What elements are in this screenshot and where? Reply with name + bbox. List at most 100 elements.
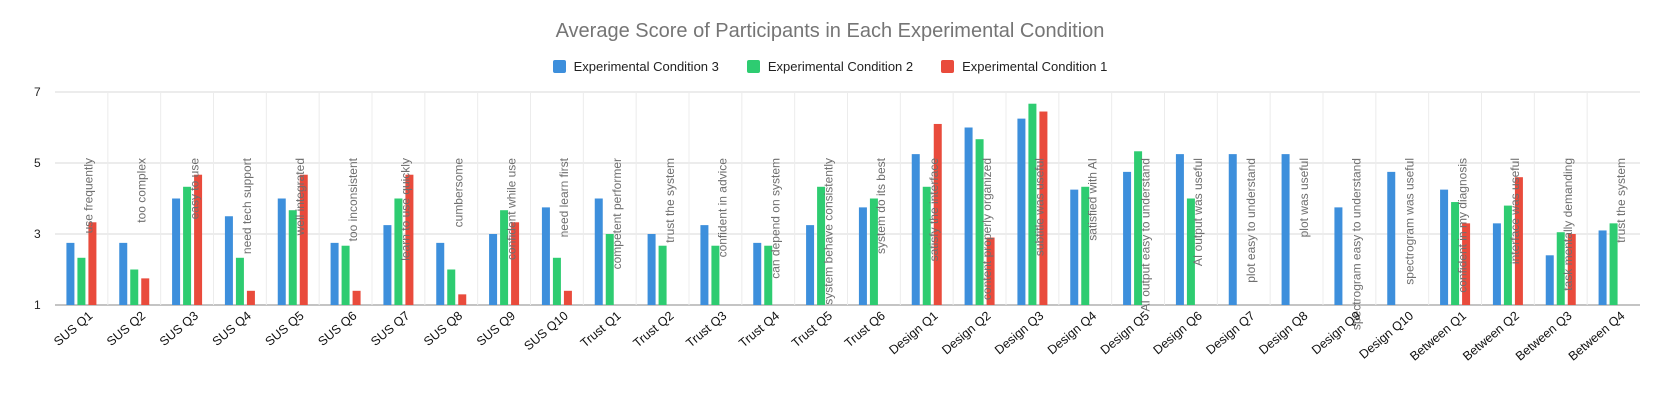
annotation-label: satisfy the interface — [927, 158, 941, 262]
bar — [1081, 186, 1090, 305]
bar — [235, 257, 244, 305]
bar — [869, 198, 878, 305]
annotation-label: cumbersome — [451, 158, 465, 228]
annotation-label: plot easy to understand — [1244, 158, 1258, 283]
bar — [700, 225, 709, 305]
x-tick-label: SUS Q1 — [51, 309, 95, 349]
annotation-label: confident while use — [504, 158, 518, 260]
bar — [1175, 154, 1184, 305]
bar — [1556, 232, 1565, 305]
bar — [1514, 177, 1523, 305]
annotation-label: system do its best — [874, 157, 888, 254]
legend-swatch — [746, 60, 760, 73]
annotation-label: subtitle was useful — [1033, 158, 1047, 256]
x-tick-label: Design Q5 — [1098, 309, 1152, 358]
chart-title: Average Score of Participants in Each Ex… — [555, 20, 1105, 42]
bar — [405, 174, 414, 305]
y-tick-label: 1 — [34, 298, 41, 312]
y-tick-label: 3 — [34, 227, 41, 241]
annotation-label: learn to use quickly — [399, 158, 413, 261]
bar — [1281, 154, 1290, 305]
bar — [277, 198, 286, 305]
x-tick-label: Design Q3 — [992, 309, 1046, 358]
x-tick-label: Design Q1 — [886, 309, 940, 358]
bar — [1598, 230, 1607, 305]
bar — [330, 242, 339, 305]
bar — [447, 269, 456, 305]
bar — [489, 234, 498, 305]
x-tick-label: SUS Q8 — [421, 309, 465, 349]
bar — [647, 234, 656, 305]
x-tick-label: Design Q6 — [1151, 309, 1205, 358]
annotation-label: task mentally demanding — [1561, 158, 1575, 291]
annotation-label: need tech support — [240, 157, 254, 254]
bar — [1028, 103, 1037, 305]
bar — [658, 245, 667, 305]
legend-swatch — [941, 60, 955, 73]
bar — [986, 237, 995, 305]
bar — [806, 225, 815, 305]
bar — [1334, 207, 1343, 305]
annotation-label: AI output easy to understand — [1138, 158, 1152, 311]
bar — [563, 290, 572, 305]
x-tick-label: Trust Q2 — [631, 309, 677, 351]
annotation-label: spectrogram was useful — [1402, 158, 1416, 285]
x-tick-label: Design Q4 — [1045, 309, 1099, 358]
annotation-label: content properly organized — [980, 158, 994, 300]
bar — [975, 139, 984, 305]
x-tick-label: Design Q8 — [1256, 309, 1310, 358]
x-tick-label: SUS Q5 — [263, 309, 307, 349]
bar — [711, 245, 720, 305]
bar — [141, 278, 150, 305]
bar — [911, 154, 920, 305]
bar — [436, 242, 445, 305]
bar — [1451, 202, 1460, 305]
y-tick-label: 5 — [34, 156, 41, 170]
bar — [1545, 255, 1554, 305]
x-tick-label: SUS Q3 — [157, 309, 201, 349]
bar — [288, 210, 297, 305]
bar — [552, 257, 561, 305]
bar — [1228, 154, 1237, 305]
legend-item[interactable]: Experimental Condition 2 — [746, 59, 913, 74]
x-tick-label: SUS Q10 — [521, 309, 570, 354]
x-tick-label: Between Q3 — [1513, 309, 1575, 364]
annotation-label: well integrated — [293, 158, 307, 236]
annotation-label: confident in advice — [716, 158, 730, 258]
x-tick-label: Design Q2 — [939, 309, 993, 358]
bar — [88, 222, 97, 305]
x-tick-label: Between Q4 — [1566, 309, 1628, 364]
bar — [172, 198, 181, 305]
bar — [1503, 205, 1512, 305]
x-tick-label: Design Q9 — [1309, 309, 1363, 358]
x-tick-label: Trust Q4 — [736, 309, 782, 351]
bar — [1387, 171, 1396, 305]
annotation-label: spectrogram easy to understand — [1350, 158, 1364, 330]
annotation-label: system behave consistently — [821, 158, 835, 305]
x-tick-label: Design Q7 — [1203, 309, 1257, 358]
bar — [1017, 118, 1026, 305]
bar — [1462, 223, 1471, 305]
annotation-label: too complex — [134, 158, 148, 223]
bar — [1440, 189, 1449, 305]
bar — [1134, 151, 1143, 305]
annotation-label: trust the system — [1614, 158, 1628, 243]
bar — [964, 127, 973, 305]
bar — [1609, 223, 1618, 305]
legend-label: Experimental Condition 3 — [573, 59, 719, 74]
legend-item[interactable]: Experimental Condition 3 — [552, 59, 719, 74]
bar — [753, 242, 762, 305]
legend-label: Experimental Condition 1 — [962, 59, 1108, 74]
x-tick-label: Between Q2 — [1460, 309, 1522, 364]
x-tick-label: Trust Q5 — [789, 309, 835, 351]
x-tick-label: SUS Q9 — [474, 309, 518, 349]
bar — [1186, 198, 1195, 305]
bar — [66, 242, 75, 305]
bar — [1123, 171, 1132, 305]
bar — [511, 222, 520, 305]
legend-swatch — [552, 60, 566, 73]
bar — [500, 210, 509, 305]
bar — [922, 186, 931, 305]
legend-item[interactable]: Experimental Condition 1 — [941, 59, 1107, 74]
